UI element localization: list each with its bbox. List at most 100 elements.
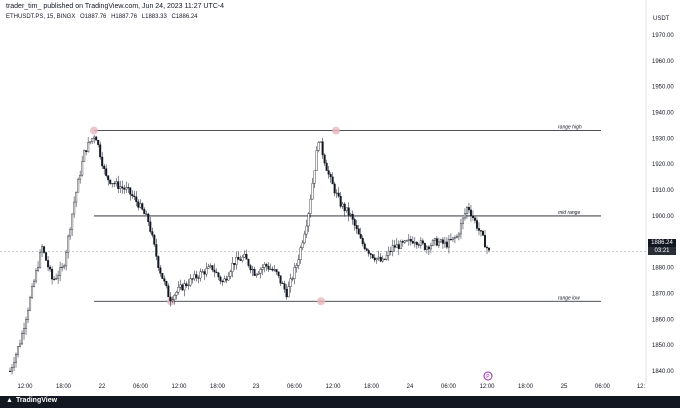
candle-down bbox=[49, 266, 52, 270]
candle-down bbox=[149, 221, 152, 232]
candle-down bbox=[161, 273, 164, 279]
price-tick-label: 1940.00 bbox=[652, 111, 674, 117]
candle-down bbox=[383, 258, 386, 260]
time-axis[interactable]: 12:00 18:00 22 06:00 12:00 18:00 23 06:00 12:00 1… bbox=[17, 384, 645, 390]
time-tick-label: 12: bbox=[637, 384, 646, 390]
candle-up bbox=[413, 242, 416, 244]
candle-down bbox=[373, 257, 376, 261]
tradingview-logo-icon: ▲ bbox=[6, 397, 13, 404]
candle-down bbox=[355, 225, 358, 230]
candle-down bbox=[239, 259, 242, 261]
candle-down bbox=[197, 277, 200, 279]
candle-up bbox=[381, 258, 384, 262]
candle-up bbox=[257, 272, 260, 275]
candle-down bbox=[401, 241, 404, 243]
symbol-label[interactable]: ETHUSDT.PS, 15, BINGX bbox=[6, 14, 76, 20]
candle-down bbox=[203, 271, 206, 275]
candle-down bbox=[415, 242, 418, 245]
candles bbox=[8, 135, 491, 375]
candle-down bbox=[371, 254, 374, 259]
candle-down bbox=[147, 213, 150, 223]
candle-down bbox=[435, 238, 438, 246]
candle-down bbox=[97, 140, 100, 145]
candle-up bbox=[297, 259, 300, 266]
candle-down bbox=[155, 244, 158, 257]
range-levels[interactable]: range high mid range range low bbox=[90, 125, 601, 306]
candle-up bbox=[125, 187, 128, 190]
price-tick-label: 1840.00 bbox=[652, 369, 674, 375]
candle-down bbox=[409, 239, 412, 242]
candle-up bbox=[87, 142, 90, 152]
time-tick-label: 18:00 bbox=[210, 384, 226, 390]
price-tick-label: 1930.00 bbox=[652, 136, 674, 142]
price-tick-label: 1920.00 bbox=[652, 162, 674, 168]
candle-up bbox=[171, 299, 174, 302]
price-chart[interactable]: range high mid range range low 1970.00 1960… bbox=[0, 0, 680, 396]
candle-down bbox=[333, 183, 336, 194]
candle-down bbox=[185, 283, 188, 286]
candle-down bbox=[359, 233, 362, 239]
candle-up bbox=[269, 268, 272, 270]
candle-down bbox=[367, 250, 370, 254]
candle-up bbox=[77, 178, 80, 193]
price-axis[interactable]: 1970.00 1960.00 1950.00 1940.00 1930.00 1920.… bbox=[645, 0, 674, 384]
candle-up bbox=[79, 174, 82, 180]
price-tick-label: 1950.00 bbox=[652, 85, 674, 91]
candle-down bbox=[211, 265, 214, 271]
candle-down bbox=[145, 213, 148, 215]
candle-down bbox=[279, 275, 282, 284]
candle-down bbox=[277, 271, 280, 276]
candle-down bbox=[47, 260, 50, 268]
candle-up bbox=[31, 286, 34, 298]
candle-down bbox=[357, 228, 360, 235]
candle-down bbox=[153, 234, 156, 245]
brand[interactable]: ▲ TradingView bbox=[6, 397, 57, 404]
event-marker-icon: P bbox=[486, 374, 490, 380]
time-tick-label: 06:00 bbox=[595, 384, 611, 390]
candle-down bbox=[249, 265, 252, 271]
time-tick-label: 18:00 bbox=[364, 384, 380, 390]
candle-down bbox=[221, 280, 224, 283]
price-tick-label: 1870.00 bbox=[652, 292, 674, 298]
candle-up bbox=[115, 181, 118, 184]
candle-down bbox=[445, 241, 448, 248]
candle-down bbox=[8, 370, 11, 372]
time-tick-label: 12:00 bbox=[171, 384, 187, 390]
candle-down bbox=[327, 170, 330, 175]
candle-down bbox=[247, 259, 250, 266]
event-marker[interactable]: P bbox=[483, 371, 493, 381]
candle-up bbox=[313, 170, 316, 184]
candle-down bbox=[215, 271, 218, 274]
candle-down bbox=[129, 187, 132, 195]
candle-up bbox=[209, 265, 212, 267]
candle-down bbox=[361, 238, 364, 245]
candle-down bbox=[411, 240, 414, 244]
candle-up bbox=[17, 346, 20, 355]
candle-up bbox=[287, 286, 290, 298]
candle-down bbox=[471, 215, 474, 219]
time-tick-label: 22 bbox=[99, 384, 106, 390]
price-tick-label: 1960.00 bbox=[652, 59, 674, 65]
candle-down bbox=[123, 187, 126, 190]
candle-up bbox=[235, 257, 238, 265]
candle-up bbox=[61, 266, 64, 268]
candle-up bbox=[349, 213, 352, 216]
candle-down bbox=[423, 243, 426, 250]
candle-down bbox=[281, 282, 284, 284]
candle-up bbox=[189, 278, 192, 286]
candle-down bbox=[467, 207, 470, 211]
candle-up bbox=[15, 354, 18, 363]
candle-up bbox=[395, 244, 398, 248]
candle-up bbox=[443, 241, 446, 244]
candle-up bbox=[263, 264, 266, 268]
candle-up bbox=[345, 207, 348, 211]
candle-up bbox=[317, 142, 320, 151]
time-tick-label: 12:00 bbox=[479, 384, 495, 390]
candle-down bbox=[219, 276, 222, 282]
candle-up bbox=[73, 201, 76, 215]
candle-down bbox=[165, 281, 168, 287]
event-marker-circle[interactable] bbox=[483, 371, 493, 381]
ohlc-high: H1887.76 bbox=[111, 14, 138, 20]
candle-down bbox=[121, 186, 124, 189]
candle-up bbox=[65, 252, 68, 267]
